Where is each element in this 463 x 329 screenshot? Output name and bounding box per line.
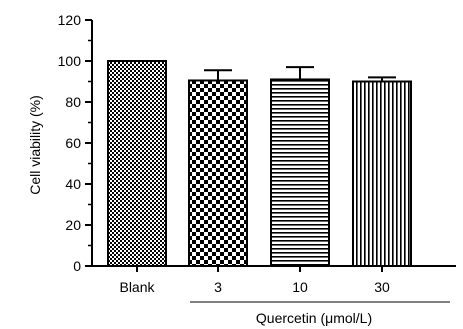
x-tick-label: 3 <box>214 279 222 295</box>
y-tick-label: 80 <box>65 94 81 110</box>
bars <box>107 60 412 267</box>
y-tick-label: 0 <box>73 258 81 274</box>
bar-10 <box>270 78 330 267</box>
y-tick-label: 20 <box>65 217 81 233</box>
y-axis-title: Cell viability (%) <box>27 95 43 195</box>
y-tick-label: 100 <box>58 53 82 69</box>
y-tick-label: 40 <box>65 176 81 192</box>
x-tick-label: 10 <box>292 279 308 295</box>
x-tick-label: 30 <box>374 279 390 295</box>
x-axis: Blank 3 10 30 <box>92 265 456 295</box>
y-tick-label: 60 <box>65 135 81 151</box>
group-label: Quercetin (μmol/L) <box>256 310 372 326</box>
bar-30 <box>352 80 412 267</box>
y-tick-label: 120 <box>58 12 82 28</box>
y-axis: 0 20 40 60 80 100 120 <box>58 12 93 274</box>
x-tick-label: Blank <box>119 279 155 295</box>
bar-3 <box>188 79 248 267</box>
bar-blank <box>107 60 167 267</box>
